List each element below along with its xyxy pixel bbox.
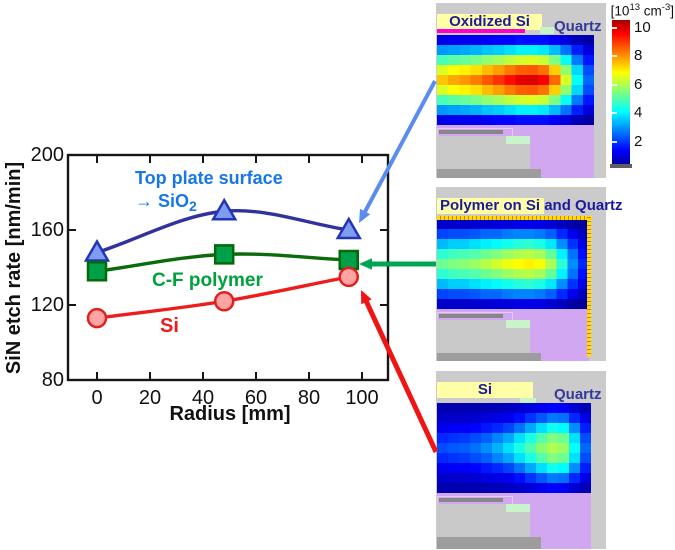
colorbar-end-cap: [610, 164, 632, 168]
marker-triangle: [211, 197, 238, 221]
y-tick-label: 120: [31, 294, 64, 316]
marker-circle: [338, 266, 359, 288]
colorbar-unit-cm: cm: [640, 3, 662, 19]
x-tick-label: 0: [91, 387, 102, 409]
colorbar-tick-dash: [612, 55, 617, 58]
marker-circle: [213, 291, 235, 312]
colorbar-tick-label: 4: [634, 104, 643, 122]
series-label-si: Si: [160, 315, 179, 337]
colorbar-tick-label: 2: [634, 132, 643, 150]
colorbar-unit-exponent: 13: [629, 2, 641, 13]
colorbar-unit-close: ]: [670, 3, 674, 19]
y-axis-label: SiN etch rate [nm/min]: [3, 162, 25, 374]
colorbar-tick-dash: [612, 112, 617, 115]
marker-triangle: [335, 216, 362, 240]
colorbar-tick-dash: [612, 26, 617, 29]
colorbar-tick-label: 8: [634, 47, 643, 65]
marker-triangle: [83, 239, 111, 262]
x-tick-label: 80: [298, 387, 320, 409]
colorbar-tick-label: 6: [634, 75, 643, 93]
x-tick-label: 60: [245, 387, 267, 409]
series-label-c-f-polymer: C-F polymer: [152, 270, 263, 291]
marker-circle: [86, 307, 108, 329]
colorbar-tick-dash: [612, 140, 617, 143]
marker-square: [213, 244, 235, 265]
y-tick-label: 80: [42, 369, 64, 391]
x-tick-label: 20: [139, 387, 161, 409]
series-label-top-plate-surface: Top plate surface: [135, 168, 283, 188]
colorbar-unit-open: [10: [610, 3, 630, 19]
colorbar-unit-exponent2: -3: [661, 2, 671, 13]
x-tick-label: 40: [192, 387, 214, 409]
plot-frame: [66, 153, 390, 382]
marker-square: [86, 261, 108, 282]
x-tick-label: 100: [345, 387, 378, 409]
colorbar-unit-label: [1013 cm-3]: [597, 2, 674, 19]
colorbar-tick-dash: [612, 83, 617, 86]
y-tick-label: 160: [31, 219, 64, 241]
marker-square: [338, 249, 359, 271]
colorbar-tick-label: 10: [634, 18, 651, 36]
y-tick-label: 200: [31, 144, 64, 166]
colorbar: [1013 cm-3] 10 8 6 4 2: [598, 0, 675, 180]
series-label--sio: → SiO2: [135, 191, 197, 214]
x-axis-label: Radius [mm]: [169, 403, 290, 425]
